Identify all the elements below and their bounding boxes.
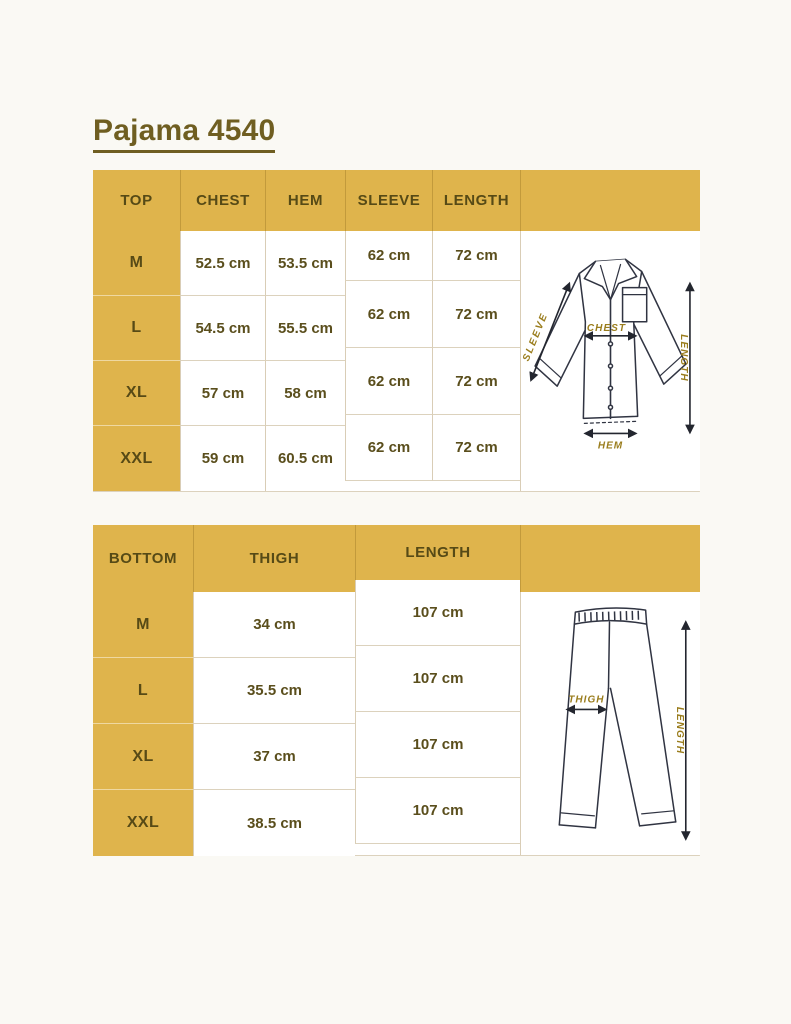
- bottom-table-length-column: LENGTH 107 cm 107 cm 107 cm 107 cm: [355, 525, 520, 855]
- lapel-right: [609, 263, 622, 301]
- thigh-value-cell: 38.5 cm: [193, 790, 355, 856]
- top-table-chest-column: CHEST 52.5 cm 54.5 cm 57 cm 59 cm: [180, 170, 265, 491]
- length-value-cell: 72 cm: [432, 348, 520, 415]
- top-table-size-column: TOP M L XL XXL: [93, 170, 180, 491]
- sleeve-arrow: [529, 281, 571, 382]
- thigh-diagram-label: THIGH: [568, 694, 604, 705]
- right-cuff-line: [659, 355, 683, 377]
- hem-stitch-line: [583, 420, 638, 424]
- length-value-cell: 72 cm: [432, 231, 520, 281]
- top-table-length-column: LENGTH 72 cm 72 cm 72 cm 72 cm: [432, 170, 520, 491]
- thigh-value-cell: 34 cm: [193, 592, 355, 658]
- size-cell-m: M: [93, 231, 180, 296]
- length-value-cell: 107 cm: [355, 712, 520, 778]
- length-value-cell: 107 cm: [355, 778, 520, 844]
- chest-value-cell: 59 cm: [180, 426, 265, 491]
- thigh-value-cell: 37 cm: [193, 724, 355, 790]
- sleeve-value-cell: 62 cm: [345, 348, 432, 415]
- right-leg-hem: [638, 821, 677, 827]
- button: [607, 385, 614, 391]
- size-cell-xxl: XXL: [93, 790, 193, 856]
- chest-value-cell: 57 cm: [180, 361, 265, 426]
- right-cuff-line: [641, 810, 675, 815]
- thigh-value-cell: 35.5 cm: [193, 658, 355, 724]
- header-cell-length: LENGTH: [355, 525, 520, 580]
- lapel-left: [599, 264, 612, 301]
- hem-value-cell: 55.5 cm: [265, 296, 345, 361]
- length-value-cell: 72 cm: [432, 281, 520, 348]
- bottom-diagram-column: THIGH LENGTH: [520, 525, 700, 855]
- hem-value-cell: 58 cm: [265, 361, 345, 426]
- length-diagram-label: LENGTH: [674, 707, 685, 754]
- bottom-table-thigh-column: THIGH 34 cm 35.5 cm 37 cm 38.5 cm: [193, 525, 355, 856]
- top-diagram-column: SLEEVE CHEST LENGTH HEM: [520, 170, 700, 491]
- size-cell-l: L: [93, 296, 180, 361]
- sleeve-value-cell: 62 cm: [345, 281, 432, 348]
- chest-value-cell: 54.5 cm: [180, 296, 265, 361]
- pajama-pants-diagram-panel: THIGH LENGTH: [520, 592, 700, 855]
- length-diagram-label: LENGTH: [678, 334, 689, 381]
- size-cell-xxl: XXL: [93, 426, 180, 491]
- column-filler: [432, 481, 520, 491]
- diagram-header-spacer: [520, 525, 700, 592]
- top-size-table: TOP M L XL XXL CHEST 52.5 cm 54.5 cm 57 …: [93, 170, 700, 492]
- left-leg-hem: [558, 824, 597, 829]
- right-leg-inner: [609, 687, 641, 827]
- length-value-cell: 107 cm: [355, 646, 520, 712]
- header-cell-length: LENGTH: [432, 170, 520, 231]
- size-cell-m: M: [93, 592, 193, 658]
- header-cell-top: TOP: [93, 170, 180, 231]
- top-table-hem-column: HEM 53.5 cm 55.5 cm 58 cm 60.5 cm: [265, 170, 345, 491]
- header-cell-thigh: THIGH: [193, 525, 355, 592]
- column-filler: [355, 844, 520, 855]
- sleeve-value-cell: 62 cm: [345, 415, 432, 481]
- header-cell-hem: HEM: [265, 170, 345, 231]
- waistband-elastic-hatch: [578, 610, 643, 622]
- chest-diagram-label: CHEST: [587, 323, 626, 334]
- left-leg-outer: [558, 623, 576, 826]
- length-value-cell: 72 cm: [432, 415, 520, 481]
- header-cell-sleeve: SLEEVE: [345, 170, 432, 231]
- size-cell-xl: XL: [93, 724, 193, 790]
- pajama-top-diagram-panel: SLEEVE CHEST LENGTH HEM: [520, 231, 700, 491]
- page-title: Pajama 4540: [93, 114, 276, 153]
- sleeve-value-cell: 62 cm: [345, 231, 432, 281]
- header-cell-chest: CHEST: [180, 170, 265, 231]
- top-table-sleeve-column: SLEEVE 62 cm 62 cm 62 cm 62 cm: [345, 170, 432, 491]
- hem-diagram-label: HEM: [598, 440, 623, 451]
- chest-pocket: [621, 286, 648, 323]
- left-cuff-line: [560, 812, 596, 817]
- hem-value-cell: 60.5 cm: [265, 426, 345, 491]
- length-value-cell: 107 cm: [355, 580, 520, 646]
- diagram-header-spacer: [520, 170, 700, 231]
- header-cell-bottom: BOTTOM: [93, 525, 193, 592]
- button: [607, 404, 614, 411]
- size-cell-xl: XL: [93, 361, 180, 426]
- bottom-size-table: BOTTOM M L XL XXL THIGH 34 cm 35.5 cm 37…: [93, 525, 700, 856]
- column-filler: [345, 481, 432, 491]
- pajama-top-diagram: SLEEVE CHEST LENGTH HEM: [521, 258, 695, 451]
- button: [607, 363, 614, 369]
- size-cell-l: L: [93, 658, 193, 724]
- bottom-table-size-column: BOTTOM M L XL XXL: [93, 525, 193, 856]
- center-seam: [607, 621, 611, 690]
- right-leg-outer: [645, 623, 677, 823]
- pajama-pants-diagram: THIGH LENGTH: [558, 607, 691, 841]
- button: [607, 341, 614, 347]
- chest-value-cell: 52.5 cm: [180, 231, 265, 296]
- hem-value-cell: 53.5 cm: [265, 231, 345, 296]
